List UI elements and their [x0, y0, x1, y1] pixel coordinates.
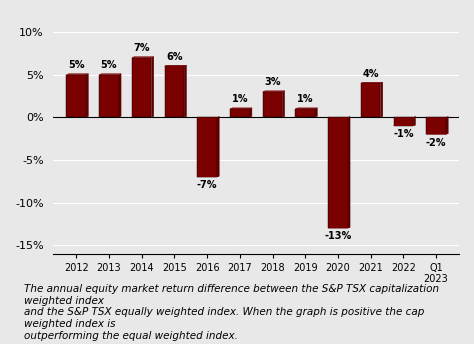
Text: 1%: 1%	[232, 95, 248, 105]
Polygon shape	[184, 65, 186, 117]
Polygon shape	[315, 108, 318, 117]
Polygon shape	[197, 176, 219, 177]
Bar	[132, 57, 152, 117]
Text: 4%: 4%	[363, 69, 379, 79]
Polygon shape	[86, 74, 88, 117]
Bar	[99, 75, 119, 117]
Polygon shape	[119, 74, 121, 117]
Text: The annual equity market return difference between the S&P TSX capitalization we: The annual equity market return differen…	[24, 284, 439, 341]
Text: -2%: -2%	[426, 138, 447, 148]
Polygon shape	[295, 108, 318, 109]
Text: 5%: 5%	[68, 60, 84, 71]
Bar	[426, 117, 446, 134]
Text: 6%: 6%	[166, 52, 182, 62]
Polygon shape	[348, 116, 350, 228]
Polygon shape	[66, 74, 88, 75]
Text: 5%: 5%	[100, 60, 117, 71]
Polygon shape	[413, 116, 416, 126]
Text: 7%: 7%	[133, 43, 150, 53]
Polygon shape	[361, 82, 383, 83]
Polygon shape	[283, 91, 284, 117]
Polygon shape	[393, 125, 416, 126]
Bar	[393, 117, 413, 126]
Polygon shape	[152, 57, 154, 117]
Polygon shape	[217, 116, 219, 177]
Bar	[263, 92, 283, 117]
Bar	[230, 109, 250, 117]
Bar	[295, 109, 315, 117]
Polygon shape	[250, 108, 252, 117]
Polygon shape	[99, 74, 121, 75]
Text: -13%: -13%	[324, 232, 352, 241]
Polygon shape	[446, 116, 448, 134]
Bar	[164, 66, 184, 117]
Bar	[197, 117, 217, 177]
Text: 1%: 1%	[297, 95, 313, 105]
Polygon shape	[328, 227, 350, 228]
Polygon shape	[230, 108, 252, 109]
Bar	[328, 117, 348, 228]
Polygon shape	[263, 91, 284, 92]
Bar	[361, 83, 381, 117]
Text: -7%: -7%	[197, 180, 218, 190]
Text: -1%: -1%	[393, 129, 414, 139]
Bar	[66, 75, 86, 117]
Text: 3%: 3%	[264, 77, 281, 87]
Polygon shape	[426, 133, 448, 134]
Polygon shape	[164, 65, 186, 66]
Polygon shape	[381, 82, 383, 117]
